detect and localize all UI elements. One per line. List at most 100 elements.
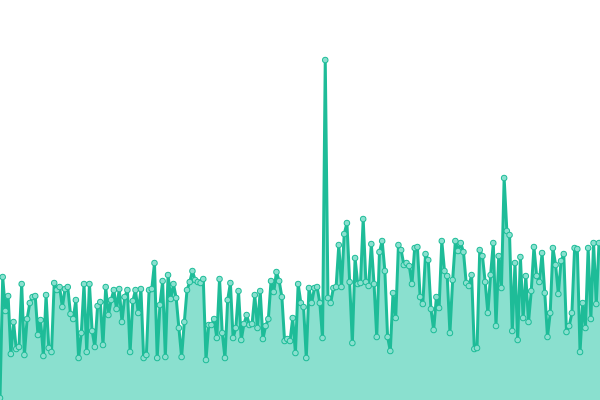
data-point bbox=[452, 237, 459, 245]
data-point bbox=[99, 341, 107, 349]
data-point bbox=[373, 333, 381, 341]
data-point bbox=[584, 244, 592, 252]
data-point bbox=[465, 282, 473, 290]
data-point bbox=[544, 333, 551, 341]
data-point bbox=[189, 267, 196, 275]
data-point bbox=[438, 237, 446, 245]
data-point bbox=[91, 343, 99, 351]
data-point bbox=[148, 285, 156, 293]
data-point bbox=[78, 329, 85, 337]
data-point bbox=[416, 293, 424, 301]
data-point bbox=[476, 246, 484, 254]
data-point bbox=[18, 280, 25, 288]
data-point bbox=[34, 331, 42, 339]
data-point bbox=[183, 286, 191, 294]
data-point bbox=[286, 337, 294, 345]
data-point bbox=[243, 311, 250, 319]
data-point bbox=[267, 277, 275, 285]
data-point bbox=[563, 328, 570, 336]
data-point bbox=[519, 314, 527, 322]
data-point bbox=[514, 336, 521, 344]
data-point bbox=[4, 292, 12, 300]
data-point bbox=[576, 348, 584, 356]
data-point bbox=[278, 293, 286, 301]
data-point bbox=[126, 348, 134, 356]
data-point bbox=[2, 307, 9, 315]
data-point bbox=[541, 289, 549, 297]
data-point bbox=[498, 284, 505, 292]
data-point bbox=[468, 271, 475, 279]
data-point bbox=[574, 245, 581, 253]
data-point bbox=[319, 334, 326, 342]
data-point bbox=[368, 240, 375, 248]
data-point bbox=[527, 287, 535, 295]
data-point bbox=[549, 244, 557, 252]
data-point bbox=[595, 239, 600, 247]
data-point bbox=[48, 348, 55, 356]
data-point bbox=[473, 344, 481, 352]
data-point bbox=[102, 283, 110, 291]
data-point bbox=[449, 276, 456, 284]
data-point bbox=[31, 292, 39, 300]
data-point bbox=[202, 356, 210, 364]
data-point bbox=[170, 280, 177, 288]
data-point bbox=[414, 243, 421, 251]
data-point bbox=[26, 299, 34, 307]
data-point bbox=[357, 279, 364, 287]
data-point bbox=[294, 280, 302, 288]
data-point bbox=[340, 230, 348, 238]
data-point bbox=[536, 278, 543, 286]
data-point bbox=[376, 248, 383, 256]
data-point bbox=[129, 297, 137, 305]
data-point bbox=[56, 283, 63, 291]
data-point bbox=[42, 291, 50, 299]
data-point bbox=[270, 288, 278, 296]
data-point bbox=[115, 285, 123, 293]
data-point bbox=[143, 351, 150, 359]
data-point bbox=[175, 324, 183, 332]
data-point bbox=[579, 299, 587, 307]
data-point bbox=[427, 305, 435, 313]
data-point bbox=[69, 315, 77, 323]
data-point bbox=[433, 293, 440, 301]
data-point bbox=[15, 343, 23, 351]
data-point bbox=[327, 299, 334, 307]
data-point bbox=[137, 285, 145, 293]
data-point bbox=[335, 241, 343, 249]
data-point bbox=[430, 326, 437, 334]
data-point bbox=[265, 315, 272, 323]
data-point bbox=[240, 320, 248, 328]
data-point bbox=[408, 280, 416, 288]
data-point bbox=[302, 354, 310, 362]
data-point bbox=[522, 272, 530, 280]
data-point bbox=[256, 287, 264, 295]
data-point bbox=[538, 249, 546, 257]
data-point bbox=[134, 309, 142, 317]
data-point bbox=[273, 268, 280, 276]
data-point bbox=[530, 243, 538, 251]
data-point bbox=[224, 296, 231, 304]
data-point bbox=[121, 293, 128, 301]
data-point bbox=[492, 322, 500, 330]
data-point bbox=[105, 311, 112, 319]
data-point bbox=[479, 252, 486, 260]
data-point bbox=[443, 272, 451, 280]
data-point bbox=[107, 296, 115, 304]
data-point bbox=[259, 335, 267, 343]
data-point bbox=[289, 314, 297, 322]
data-point bbox=[321, 56, 329, 64]
data-point bbox=[153, 354, 161, 362]
data-point bbox=[80, 280, 88, 288]
data-point bbox=[546, 309, 554, 317]
data-point bbox=[213, 334, 221, 342]
data-point bbox=[72, 296, 80, 304]
data-point bbox=[254, 324, 261, 332]
data-point bbox=[262, 322, 269, 330]
data-point bbox=[351, 254, 359, 262]
data-point bbox=[227, 279, 234, 287]
data-point bbox=[370, 280, 378, 288]
data-point bbox=[50, 279, 58, 287]
data-point bbox=[435, 304, 443, 312]
data-point bbox=[40, 352, 47, 360]
